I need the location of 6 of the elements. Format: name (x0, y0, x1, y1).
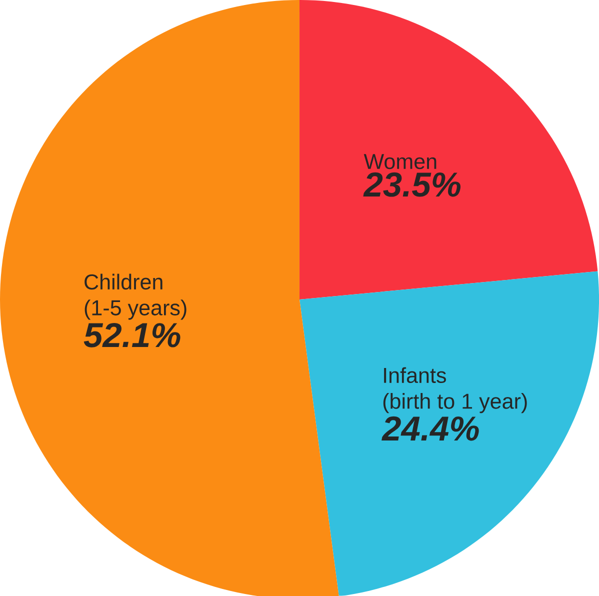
slice-label: Infants (birth to 1 year) (383, 367, 527, 414)
data-label: 23.5% (363, 172, 461, 197)
slice-label: Children (1-5 years) (84, 274, 186, 320)
slice-label: Women (364, 154, 436, 170)
data-label: 52.1% (84, 323, 180, 348)
data-label: 24.4% (382, 416, 479, 441)
